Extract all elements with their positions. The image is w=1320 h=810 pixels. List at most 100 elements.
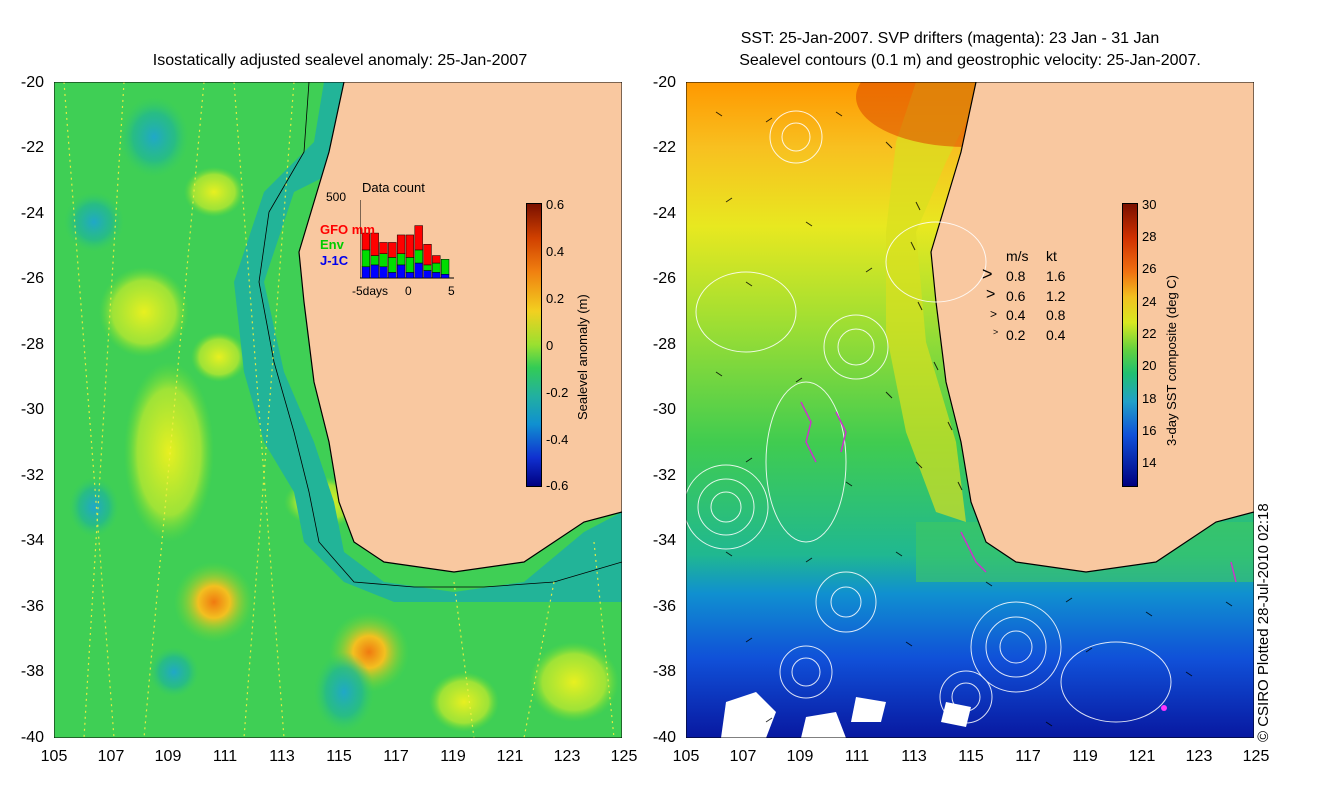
colorbar-tick: 0.4 — [546, 244, 565, 259]
inset-bar-env — [388, 257, 397, 273]
x-tick: 109 — [786, 748, 814, 765]
x-tick: 109 — [154, 748, 182, 765]
x-tick: 107 — [729, 748, 757, 765]
x-tick: 123 — [1185, 748, 1213, 765]
legend-kt: 1.2 — [1046, 288, 1066, 304]
x-tick: 125 — [610, 748, 638, 765]
inset-x-label-zero: 0 — [405, 284, 412, 298]
legend-env: Env — [320, 237, 344, 252]
x-tick: 117 — [383, 748, 409, 765]
y-tick: -32 — [20, 467, 44, 484]
y-tick: -20 — [20, 74, 44, 91]
inset-bar-j1c — [361, 266, 371, 279]
inset-bar-gfo — [405, 234, 415, 258]
inset-bar-j1c — [396, 264, 406, 279]
inset-title: Data count — [362, 180, 425, 195]
inset-bar-env — [361, 249, 371, 268]
x-tick: 111 — [844, 748, 870, 765]
sst-colorbar-label: 3-day SST composite (deg C) — [1164, 275, 1179, 446]
x-tick: 113 — [901, 748, 927, 765]
x-tick: 113 — [269, 748, 295, 765]
inset-bar-env — [405, 257, 415, 273]
inset-bar-env — [396, 253, 406, 266]
colorbar-tick: 24 — [1142, 294, 1157, 309]
y-tick: -26 — [20, 270, 44, 287]
inset-bar-env — [379, 253, 388, 268]
x-tick: 125 — [1242, 748, 1270, 765]
inset-bar-j1c — [423, 270, 432, 279]
left-panel-title: Isostatically adjusted sealevel anomaly:… — [152, 52, 528, 69]
drifter-marker — [1161, 705, 1167, 711]
x-tick: 123 — [553, 748, 581, 765]
x-tick: 121 — [1128, 748, 1156, 765]
y-tick: -40 — [652, 729, 676, 746]
x-tick: 105 — [672, 748, 700, 765]
x-tick: 119 — [1072, 748, 1098, 765]
data-count-bars — [360, 200, 454, 279]
colorbar-tick: 0.6 — [546, 197, 565, 212]
legend-j1c: J-1C — [320, 253, 349, 268]
y-tick: -22 — [20, 139, 44, 156]
x-tick: 111 — [212, 748, 238, 765]
inset-bar-j1c — [432, 272, 441, 279]
inset-bar-j1c — [405, 272, 415, 279]
y-tick: -26 — [652, 270, 676, 287]
copyright-notice: © CSIRO Plotted 28-Jul-2010 02:18 — [1255, 503, 1272, 742]
colorbar-tick: -0.6 — [546, 478, 569, 493]
inset-bar-gfo — [432, 255, 441, 264]
colorbar-tick: 16 — [1142, 423, 1157, 438]
legend-ms: 0.8 — [1006, 268, 1026, 284]
legend-kt: 0.4 — [1046, 327, 1066, 343]
y-tick: -28 — [652, 336, 676, 353]
colorbar-tick: 14 — [1142, 455, 1157, 470]
inset-bar-j1c — [370, 264, 379, 279]
y-tick: -28 — [20, 336, 44, 353]
y-tick: -36 — [20, 598, 44, 615]
y-tick: -38 — [20, 663, 44, 680]
legend-header-kt: kt — [1046, 248, 1057, 264]
colorbar-tick: 0.2 — [546, 291, 565, 306]
sealevel-colorbar — [526, 203, 542, 487]
inset-ymax-label: 500 — [326, 190, 347, 204]
y-tick: -34 — [652, 532, 676, 549]
legend-kt: 1.6 — [1046, 268, 1066, 284]
arrow-small-icon: > — [990, 307, 998, 321]
y-tick: -30 — [20, 401, 44, 418]
colorbar-tick: 18 — [1142, 391, 1157, 406]
inset-bar-env — [423, 264, 432, 271]
legend-gfo: GFO mm — [320, 222, 375, 237]
y-tick: -20 — [652, 74, 676, 91]
inset-bar-env — [414, 249, 423, 264]
inset-bar-env — [432, 262, 441, 273]
inset-bar-gfo — [414, 225, 423, 251]
colorbar-tick: 20 — [1142, 358, 1157, 373]
sealevel-colorbar-label: Sealevel anomaly (m) — [575, 294, 590, 420]
arrow-tiny-icon: > — [993, 327, 999, 337]
x-tick: 119 — [440, 748, 466, 765]
right-panel-title-line2: Sealevel contours (0.1 m) and geostrophi… — [739, 52, 1201, 69]
inset-x-label-max: 5 — [448, 284, 455, 298]
legend-ms: 0.4 — [1006, 307, 1026, 323]
y-tick: -38 — [652, 663, 676, 680]
arrow-large-icon: > — [982, 264, 993, 284]
sst-map — [686, 82, 1254, 738]
x-tick: 117 — [1015, 748, 1041, 765]
colorbar-tick: 30 — [1142, 197, 1157, 212]
colorbar-tick: -0.2 — [546, 385, 569, 400]
inset-bar-j1c — [414, 262, 423, 279]
inset-bar-gfo — [379, 242, 388, 254]
sst-colorbar — [1122, 203, 1138, 487]
colorbar-tick: -0.4 — [546, 432, 569, 447]
inset-bar-gfo — [370, 232, 379, 256]
y-tick: -34 — [20, 532, 44, 549]
y-tick: -30 — [652, 401, 676, 418]
inset-x-label-min: -5days — [352, 284, 389, 298]
colorbar-tick: 28 — [1142, 229, 1157, 244]
inset-bar-env — [440, 259, 450, 275]
legend-header-ms: m/s — [1006, 248, 1029, 264]
legend-ms: 0.6 — [1006, 288, 1026, 304]
inset-bar-gfo — [423, 244, 432, 266]
y-tick: -24 — [20, 205, 44, 222]
inset-bar-j1c — [440, 274, 450, 279]
colorbar-tick: 26 — [1142, 261, 1157, 276]
